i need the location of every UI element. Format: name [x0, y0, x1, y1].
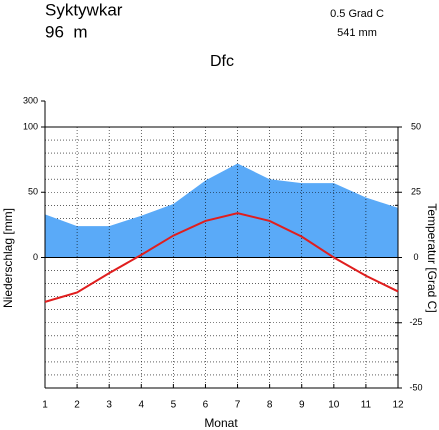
y-tick-label: 0	[33, 252, 38, 262]
x-tick-label: 10	[328, 400, 340, 411]
climate-class: Dfc	[210, 53, 234, 70]
y2-tick-label: -25	[409, 317, 422, 327]
y2-tick-label: 50	[411, 121, 421, 131]
x-tick-label: 3	[106, 400, 112, 411]
y2-axis-label: Temperatur [Grad C]	[425, 203, 439, 312]
y-tick-label: 300	[23, 95, 38, 105]
y2-tick-label: 25	[411, 187, 421, 197]
mean-temp: 0.5 Grad C	[330, 8, 384, 20]
x-axis-label: Monat	[204, 416, 238, 430]
y2-tick-label: -50	[409, 382, 422, 392]
annual-precip: 541 mm	[337, 27, 377, 39]
x-tick-label: 12	[392, 400, 404, 411]
x-tick-label: 1	[42, 400, 48, 411]
x-tick-label: 11	[361, 400, 372, 411]
x-tick-label: 6	[203, 400, 209, 411]
y-tick-label: 50	[28, 187, 38, 197]
x-tick-label: 5	[171, 400, 177, 411]
temp-line	[44, 212, 399, 303]
x-tick-label: 8	[267, 400, 273, 411]
y2-tick-label: 0	[413, 252, 418, 262]
elevation: 96 m	[45, 22, 88, 41]
x-tick-label: 9	[299, 400, 305, 411]
y-tick-label: 100	[23, 121, 38, 131]
precip-area	[45, 163, 398, 258]
chart-title: Syktywkar	[45, 0, 123, 19]
x-tick-label: 7	[235, 400, 241, 411]
y-axis-label: Niederschlag [mm]	[1, 208, 15, 308]
x-tick-label: 2	[74, 400, 80, 411]
x-tick-label: 4	[138, 400, 144, 411]
